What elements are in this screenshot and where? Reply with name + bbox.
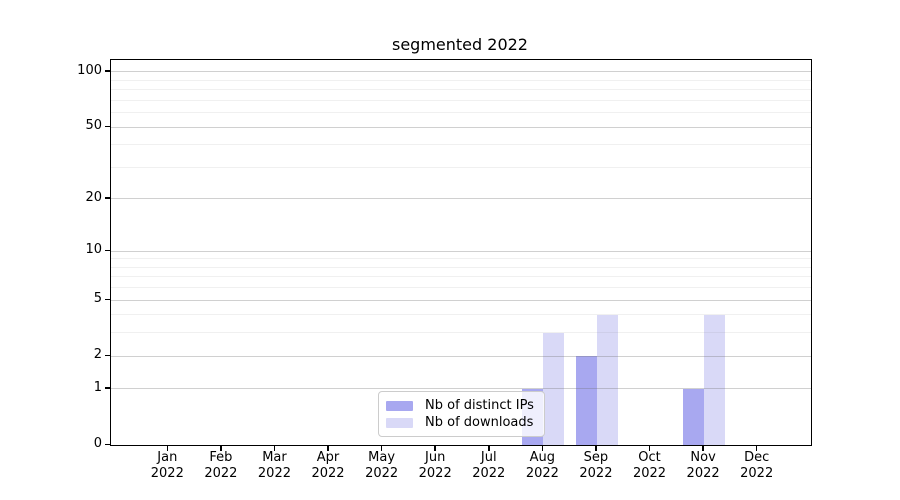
gridline-minor-7 [111, 276, 811, 278]
x-tick-month: Jun [425, 450, 446, 465]
legend-row: Nb of distinct IPs [386, 397, 536, 414]
x-tick-year: 2022 [525, 466, 559, 481]
x-tick-year: 2022 [632, 466, 667, 481]
x-tick-month: Aug [529, 450, 556, 465]
gridline-major-2 [111, 355, 811, 357]
legend: Nb of distinct IPs Nb of downloads [378, 391, 545, 437]
gridline-minor-40 [111, 144, 811, 146]
chart-title: segmented 2022 [392, 35, 528, 54]
x-tick-label-mar: Mar 2022 [242, 450, 306, 482]
x-tick-year: 2022 [204, 466, 238, 481]
x-tick-aug [541, 445, 544, 451]
y-tick-label-2: 2 [93, 347, 102, 363]
x-tick-month: May [368, 450, 396, 465]
x-tick-label-aug: Aug 2022 [510, 450, 574, 482]
x-tick-mar [273, 445, 276, 451]
x-tick-month: Mar [262, 450, 287, 465]
gridline-minor-60 [111, 112, 811, 114]
gridline-minor-9 [111, 258, 811, 260]
y-tick-label-20: 20 [85, 189, 102, 205]
y-tick-2 [105, 354, 110, 357]
y-tick-label-50: 50 [85, 118, 102, 134]
y-tick-label-10: 10 [85, 242, 102, 258]
x-tick-year: 2022 [579, 466, 613, 481]
gridline-minor-90 [111, 79, 811, 81]
gridline-minor-3 [111, 332, 811, 334]
y-tick-label-0: 0 [93, 436, 102, 451]
y-tick-label-100: 100 [77, 62, 102, 78]
gridline-major-5 [111, 299, 811, 301]
legend-row: Nb of downloads [386, 414, 536, 431]
bar-nb-of-downloads-aug [543, 332, 565, 445]
y-tick-50 [105, 125, 110, 128]
plot-area [110, 59, 812, 446]
x-tick-jan [166, 445, 169, 451]
gridline-major-20 [111, 198, 811, 200]
gridline-major-50 [111, 126, 811, 128]
gridline-minor-6 [111, 287, 811, 289]
x-tick-month: Apr [316, 450, 340, 465]
bar-nb-of-downloads-sep [596, 314, 618, 445]
x-tick-month: Oct [638, 450, 661, 465]
x-tick-apr [327, 445, 329, 451]
x-tick-may [380, 445, 383, 451]
x-tick-label-feb: Feb 2022 [189, 450, 253, 482]
x-tick-feb [220, 445, 222, 451]
x-tick-year: 2022 [257, 466, 291, 481]
x-tick-year: 2022 [740, 466, 774, 481]
x-tick-nov [702, 445, 704, 451]
gridline-minor-80 [111, 89, 811, 91]
x-tick-jul [488, 445, 490, 451]
y-tick-20 [105, 197, 110, 199]
x-tick-label-jul: Jul 2022 [457, 450, 521, 482]
y-tick-label-5: 5 [93, 291, 102, 307]
x-tick-dec [755, 445, 758, 451]
gridline-minor-70 [111, 99, 811, 101]
legend-label: Nb of downloads [425, 415, 534, 430]
x-tick-month: Jan [157, 450, 178, 465]
y-tick-label-1: 1 [93, 379, 102, 395]
x-tick-label-dec: Dec 2022 [725, 450, 789, 482]
x-tick-year: 2022 [150, 466, 184, 481]
x-tick-label-jun: Jun 2022 [403, 450, 467, 482]
plot-inner [111, 60, 811, 445]
x-tick-year: 2022 [472, 466, 506, 481]
bar-nb-of-distinct-ips-nov [683, 388, 705, 445]
y-tick-100 [105, 70, 110, 72]
x-tick-label-may: May 2022 [350, 450, 414, 482]
legend-swatch-nb-of-distinct-ips [386, 400, 413, 411]
x-tick-year: 2022 [311, 466, 345, 481]
x-tick-sep [595, 445, 597, 451]
x-tick-label-oct: Oct 2022 [618, 450, 682, 482]
x-tick-label-nov: Nov 2022 [671, 450, 735, 482]
bar-nb-of-distinct-ips-sep [575, 356, 597, 445]
gridline-minor-8 [111, 266, 811, 268]
y-tick-5 [105, 298, 110, 301]
x-tick-jun [434, 445, 436, 451]
x-tick-label-apr: Apr 2022 [296, 450, 360, 482]
gridline-major-100 [111, 71, 811, 73]
y-tick-0 [105, 443, 110, 445]
y-tick-10 [105, 249, 110, 252]
x-tick-year: 2022 [365, 466, 399, 481]
x-tick-label-jan: Jan 2022 [135, 450, 199, 482]
legend-swatch-nb-of-downloads [386, 417, 413, 428]
gridline-minor-4 [111, 314, 811, 316]
x-tick-month: Dec [744, 450, 770, 465]
gridline-major-1 [111, 388, 811, 390]
gridline-major-10 [111, 250, 811, 252]
y-tick-1 [105, 387, 110, 389]
legend-label: Nb of distinct IPs [425, 398, 534, 413]
x-tick-year: 2022 [418, 466, 452, 481]
x-tick-label-sep: Sep 2022 [564, 450, 628, 482]
x-tick-oct [648, 445, 651, 451]
x-tick-year: 2022 [686, 466, 720, 481]
x-tick-month: Nov [690, 450, 716, 465]
x-tick-month: Feb [209, 450, 233, 465]
x-tick-month: Sep [583, 450, 609, 465]
bar-nb-of-downloads-nov [704, 314, 726, 445]
gridline-minor-30 [111, 166, 811, 168]
x-tick-month: Jul [480, 450, 497, 465]
